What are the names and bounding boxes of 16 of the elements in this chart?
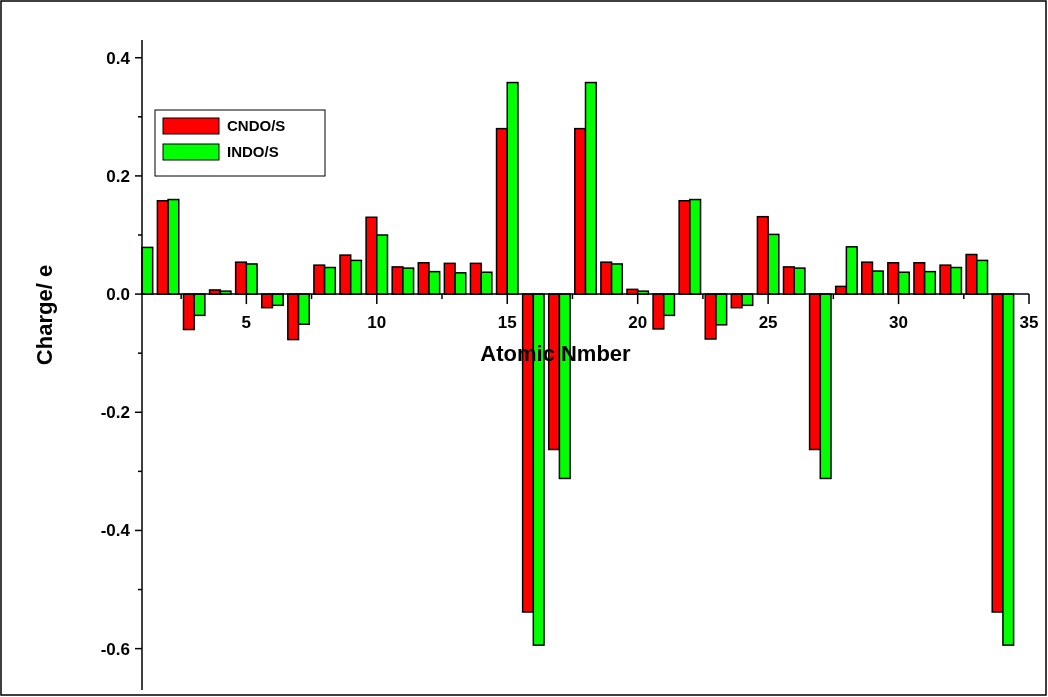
- y-tick-label: 0.0: [106, 285, 130, 305]
- y-axis-title: Charge/ e: [32, 264, 57, 366]
- y-tick-label: 0.4: [106, 48, 131, 68]
- x-tick-label: 20: [628, 313, 648, 333]
- legend-label: INDO/S: [227, 143, 279, 161]
- legend-label: CNDO/S: [227, 117, 286, 135]
- x-tick-label: 35: [1019, 313, 1039, 333]
- x-tick-label: 15: [497, 313, 517, 333]
- x-tick-label: 25: [758, 313, 778, 333]
- y-tick-label: -0.6: [100, 639, 130, 659]
- x-tick-label: 5: [241, 313, 252, 333]
- x-tick-label: 30: [889, 313, 909, 333]
- y-tick-label: -0.2: [100, 403, 130, 423]
- y-tick-label: 0.2: [106, 166, 130, 186]
- y-tick-label: -0.4: [100, 521, 131, 541]
- x-tick-label: 10: [367, 313, 387, 333]
